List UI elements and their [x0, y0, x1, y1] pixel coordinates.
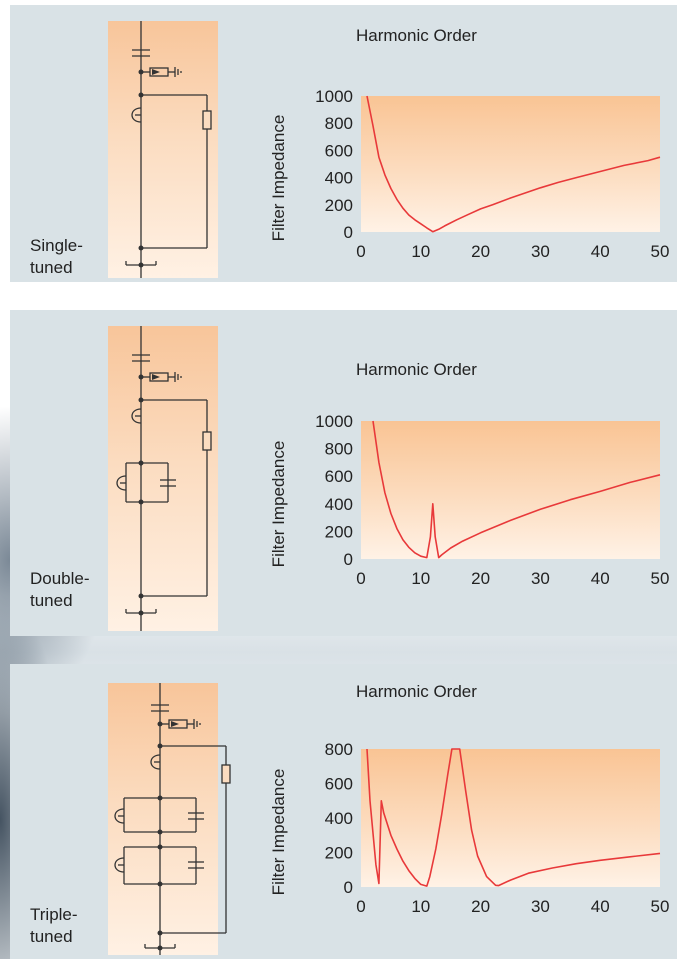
y-tick-label: 400: [325, 495, 353, 514]
x-tick-label: 10: [411, 569, 430, 588]
triple-tuned-schematic: [108, 683, 231, 955]
impedance-curve: [372, 420, 661, 559]
x-tick-label: 50: [651, 897, 670, 916]
plot-area: [361, 749, 660, 887]
x-tick-label: 40: [591, 242, 610, 261]
double-tuned-panel: Double- tuned: [10, 310, 677, 636]
x-tick-label: 30: [531, 897, 550, 916]
y-tick-label: 0: [344, 223, 353, 242]
y-axis-label: Filter Impedance: [269, 115, 288, 242]
y-tick-label: 1000: [315, 87, 353, 106]
y-tick-label: 800: [325, 440, 353, 459]
x-tick-label: 50: [651, 569, 670, 588]
x-tick-label: 40: [591, 897, 610, 916]
y-tick-label: 0: [344, 550, 353, 569]
y-tick-label: 200: [325, 844, 353, 863]
y-tick-label: 200: [325, 196, 353, 215]
x-tick-label: 50: [651, 242, 670, 261]
x-tick-label: 10: [411, 897, 430, 916]
y-tick-label: 800: [325, 114, 353, 133]
y-tick-label: 600: [325, 467, 353, 486]
double-tuned-circuit-diagram: [116, 326, 212, 631]
y-tick-label: 600: [325, 141, 353, 160]
single-tuned-circuit-diagram: [125, 21, 212, 278]
x-tick-label: 30: [531, 242, 550, 261]
y-tick-label: 1000: [315, 412, 353, 431]
chart-title: Harmonic Order: [356, 682, 477, 701]
y-tick-label: 200: [325, 522, 353, 541]
x-tick-label: 20: [471, 569, 490, 588]
plot-area: [361, 421, 660, 559]
y-tick-label: 800: [325, 740, 353, 759]
impedance-curve: [366, 95, 661, 233]
x-tick-label: 20: [471, 897, 490, 916]
impedance-curve: [366, 748, 661, 887]
x-tick-label: 30: [531, 569, 550, 588]
chart-title: Harmonic Order: [356, 26, 477, 45]
plot-area: [361, 96, 660, 232]
y-tick-label: 400: [325, 809, 353, 828]
y-tick-label: 600: [325, 775, 353, 794]
filter-type-label: Single- tuned: [30, 236, 83, 277]
x-tick-label: 40: [591, 569, 610, 588]
x-tick-label: 0: [356, 242, 365, 261]
y-tick-label: 400: [325, 169, 353, 188]
y-tick-label: 0: [344, 878, 353, 897]
double-tuned-schematic: [108, 326, 218, 631]
single-tuned-schematic: [108, 21, 218, 278]
filter-type-label: Double- tuned: [30, 569, 90, 610]
y-axis-label: Filter Impedance: [269, 441, 288, 568]
x-tick-label: 0: [356, 569, 365, 588]
x-tick-label: 20: [471, 242, 490, 261]
chart-title: Harmonic Order: [356, 360, 477, 379]
y-axis-label: Filter Impedance: [269, 769, 288, 896]
triple-tuned-circuit-diagram: [114, 683, 231, 955]
x-tick-label: 10: [411, 242, 430, 261]
x-tick-label: 0: [356, 897, 365, 916]
filter-type-label: Triple- tuned: [30, 905, 78, 946]
